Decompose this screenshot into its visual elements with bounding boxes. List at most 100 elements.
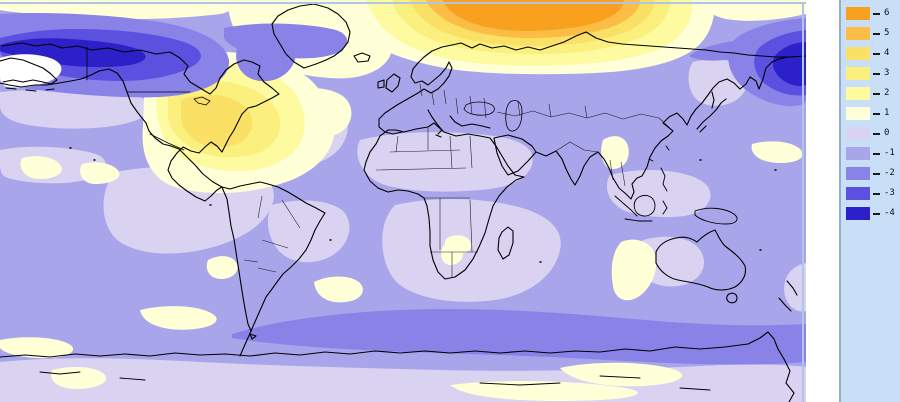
- coastlines: [0, 3, 806, 402]
- contour-region: [784, 263, 806, 312]
- legend-swatch: [846, 107, 870, 120]
- map-svg: [0, 0, 806, 402]
- coastline-caspian-sea: [505, 100, 523, 132]
- legend-swatch: [846, 147, 870, 160]
- legend-label: -1: [884, 148, 895, 158]
- coastline-south-america: [221, 181, 326, 332]
- legend-entry: 5: [846, 27, 900, 40]
- border-lines-north-america: [86, 46, 191, 151]
- legend-label: -2: [884, 168, 895, 178]
- contour-region: [0, 337, 74, 359]
- legend-label: -3: [884, 188, 895, 198]
- contour-region: [751, 141, 803, 163]
- legend-label: 1: [884, 108, 890, 118]
- coastline-asia-south: [535, 56, 789, 200]
- border-lines-europe: [419, 83, 487, 119]
- legend-entry: -2: [846, 167, 900, 180]
- legend-entry: 1: [846, 107, 900, 120]
- legend-entry: 6: [846, 7, 900, 20]
- legend-tick: [873, 212, 880, 215]
- legend-tick: [873, 12, 880, 15]
- contour-region: [772, 42, 806, 86]
- color-scale-legend: 6 5 4 3 2 1 0: [839, 0, 900, 402]
- coastline-great-lakes: [193, 96, 211, 106]
- legend-tick: [873, 112, 880, 115]
- coastline-arabia: [493, 134, 537, 176]
- contour-region: [206, 256, 238, 279]
- contour-region: [443, 0, 624, 31]
- coastline-antarctica: [0, 331, 795, 402]
- contour-region: [698, 0, 806, 21]
- contour-region: [382, 199, 561, 302]
- contour-region: [601, 136, 629, 170]
- legend-tick: [873, 92, 880, 95]
- contour-region: [357, 132, 533, 192]
- contour-region: [0, 54, 62, 88]
- coastline-se-asia-islands: [614, 145, 738, 225]
- coastline-north-america: [1, 42, 280, 202]
- legend-label: -4: [884, 208, 895, 218]
- contour-band-minus2-southern-ocean: [232, 308, 806, 365]
- contour-arctic-warm-blob: [366, 0, 693, 66]
- legend-swatch: [846, 47, 870, 60]
- legend-label: 6: [884, 8, 890, 18]
- border-lines-africa: [375, 128, 478, 278]
- border-lines-south-america: [243, 195, 301, 273]
- legend-entry: 2: [846, 87, 900, 100]
- legend-entry: -1: [846, 147, 900, 160]
- coastline-eurasia-arctic: [460, 31, 806, 58]
- coastline-new-zealand: [778, 280, 798, 312]
- legend-tick: [873, 72, 880, 75]
- legend-swatch: [846, 67, 870, 80]
- legend-swatch: [846, 187, 870, 200]
- legend-swatch: [846, 87, 870, 100]
- coastline-japan: [696, 91, 727, 133]
- legend-swatch: [846, 127, 870, 140]
- legend-entry: 3: [846, 67, 900, 80]
- legend-entry: -3: [846, 187, 900, 200]
- legend-tick: [873, 32, 880, 35]
- contour-region: [80, 162, 120, 184]
- contour-region: [606, 169, 711, 218]
- coastline-tierra-del-fuego: [249, 333, 257, 340]
- contour-region: [444, 235, 472, 255]
- coastline-greenland: [271, 3, 351, 69]
- contour-region: [267, 200, 350, 263]
- legend-swatch: [846, 167, 870, 180]
- legend-tick: [873, 132, 880, 135]
- coastline-tasmania: [726, 292, 738, 304]
- world-anomaly-map: [0, 0, 806, 402]
- coastline-africa: [363, 122, 525, 280]
- contour-region: [314, 276, 363, 303]
- coastline-iceland: [353, 52, 371, 63]
- legend-entry: -4: [846, 207, 900, 220]
- coastline-antarctic-fragments: [39, 371, 711, 391]
- contour-region: [0, 89, 150, 129]
- contour-cold-blobs: [0, 12, 806, 107]
- legend-tick: [873, 192, 880, 195]
- coastline-black-sea: [463, 101, 495, 116]
- contour-region: [611, 239, 657, 301]
- island-dots: [69, 147, 777, 263]
- legend-tick: [873, 172, 880, 175]
- legend-swatch: [846, 27, 870, 40]
- legend-label: 0: [884, 128, 890, 138]
- coastline-antarctic-peninsula: [239, 330, 252, 357]
- legend-label: 5: [884, 28, 890, 38]
- legend-swatch: [846, 7, 870, 20]
- legend-entry: 4: [846, 47, 900, 60]
- legend-swatch: [846, 207, 870, 220]
- coastline-australia: [655, 229, 747, 291]
- coastline-alaska: [0, 57, 58, 85]
- legend-label: 3: [884, 68, 890, 78]
- contour-region: [140, 306, 217, 330]
- contour-region: [181, 94, 253, 148]
- legend-tick: [873, 152, 880, 155]
- country-borders: [243, 83, 674, 278]
- coastline-aleutians: [5, 87, 55, 92]
- contour-region: [236, 28, 297, 82]
- legend-label: 2: [884, 88, 890, 98]
- contour-region: [50, 366, 107, 390]
- contour-region: [450, 380, 638, 402]
- contour-region: [560, 362, 683, 387]
